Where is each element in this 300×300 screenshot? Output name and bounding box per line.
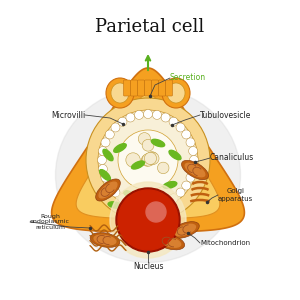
Ellipse shape <box>56 88 241 262</box>
Ellipse shape <box>169 150 181 160</box>
FancyBboxPatch shape <box>166 80 172 96</box>
Circle shape <box>101 138 110 147</box>
Circle shape <box>116 188 180 252</box>
Text: Rough
endoplasmic
reticulum: Rough endoplasmic reticulum <box>30 214 70 230</box>
FancyBboxPatch shape <box>158 80 166 96</box>
Circle shape <box>146 202 166 222</box>
Circle shape <box>143 202 152 211</box>
Circle shape <box>142 153 155 166</box>
Ellipse shape <box>99 182 117 198</box>
FancyBboxPatch shape <box>124 80 130 96</box>
Ellipse shape <box>162 78 190 108</box>
Circle shape <box>134 201 143 210</box>
Ellipse shape <box>175 224 196 236</box>
Ellipse shape <box>182 160 208 180</box>
Ellipse shape <box>90 232 120 247</box>
Ellipse shape <box>100 169 110 180</box>
Text: Canaliculus: Canaliculus <box>210 154 254 163</box>
Ellipse shape <box>154 200 166 210</box>
Ellipse shape <box>185 163 205 177</box>
Circle shape <box>118 190 178 250</box>
FancyBboxPatch shape <box>152 80 158 96</box>
FancyBboxPatch shape <box>137 80 145 96</box>
Ellipse shape <box>111 83 129 103</box>
Ellipse shape <box>124 190 136 200</box>
Circle shape <box>169 194 178 203</box>
Circle shape <box>152 110 161 119</box>
Circle shape <box>142 140 154 151</box>
Text: Nucleus: Nucleus <box>133 262 163 271</box>
Text: Parietal cell: Parietal cell <box>95 18 205 36</box>
Circle shape <box>147 152 159 165</box>
Text: Mitochondrion: Mitochondrion <box>200 240 250 246</box>
Ellipse shape <box>96 179 120 201</box>
Circle shape <box>161 198 170 207</box>
Circle shape <box>176 188 185 197</box>
Ellipse shape <box>103 149 113 161</box>
Ellipse shape <box>131 161 145 169</box>
Circle shape <box>126 198 135 207</box>
Circle shape <box>111 188 120 197</box>
Ellipse shape <box>167 83 185 103</box>
Ellipse shape <box>155 234 184 250</box>
FancyBboxPatch shape <box>130 80 137 96</box>
Circle shape <box>186 173 195 182</box>
Circle shape <box>105 130 114 139</box>
Text: Secretion: Secretion <box>170 74 206 82</box>
Ellipse shape <box>171 222 199 238</box>
Circle shape <box>126 113 135 122</box>
Circle shape <box>105 181 114 190</box>
Circle shape <box>158 162 169 174</box>
Circle shape <box>189 164 198 173</box>
Circle shape <box>141 155 152 165</box>
Circle shape <box>182 181 191 190</box>
Circle shape <box>118 117 127 126</box>
Ellipse shape <box>159 237 181 247</box>
Text: Microvilli: Microvilli <box>51 110 85 119</box>
Circle shape <box>182 130 191 139</box>
Circle shape <box>98 146 107 155</box>
Circle shape <box>161 113 170 122</box>
Circle shape <box>152 201 161 210</box>
Ellipse shape <box>114 144 126 152</box>
Circle shape <box>111 123 120 132</box>
Circle shape <box>144 152 157 164</box>
FancyBboxPatch shape <box>145 80 152 96</box>
Circle shape <box>98 164 107 173</box>
Circle shape <box>98 110 198 210</box>
Ellipse shape <box>108 202 122 208</box>
Text: Golgi
apparatus: Golgi apparatus <box>218 188 253 202</box>
Circle shape <box>169 117 178 126</box>
Circle shape <box>186 138 195 147</box>
Circle shape <box>146 152 158 163</box>
Ellipse shape <box>106 78 134 108</box>
Circle shape <box>126 153 140 167</box>
Circle shape <box>142 156 152 166</box>
Ellipse shape <box>94 235 116 245</box>
Text: Tubulovesicle: Tubulovesicle <box>200 110 251 119</box>
Circle shape <box>190 155 199 164</box>
Circle shape <box>118 130 178 190</box>
Circle shape <box>86 98 210 222</box>
Ellipse shape <box>151 139 165 147</box>
Ellipse shape <box>163 182 177 188</box>
Circle shape <box>143 110 152 118</box>
Circle shape <box>134 110 143 119</box>
Circle shape <box>110 182 186 258</box>
Circle shape <box>189 146 198 155</box>
Circle shape <box>138 133 151 145</box>
Circle shape <box>98 155 106 164</box>
Circle shape <box>101 173 110 182</box>
Polygon shape <box>76 94 220 219</box>
Circle shape <box>176 123 185 132</box>
Polygon shape <box>52 68 244 232</box>
Circle shape <box>118 194 127 203</box>
